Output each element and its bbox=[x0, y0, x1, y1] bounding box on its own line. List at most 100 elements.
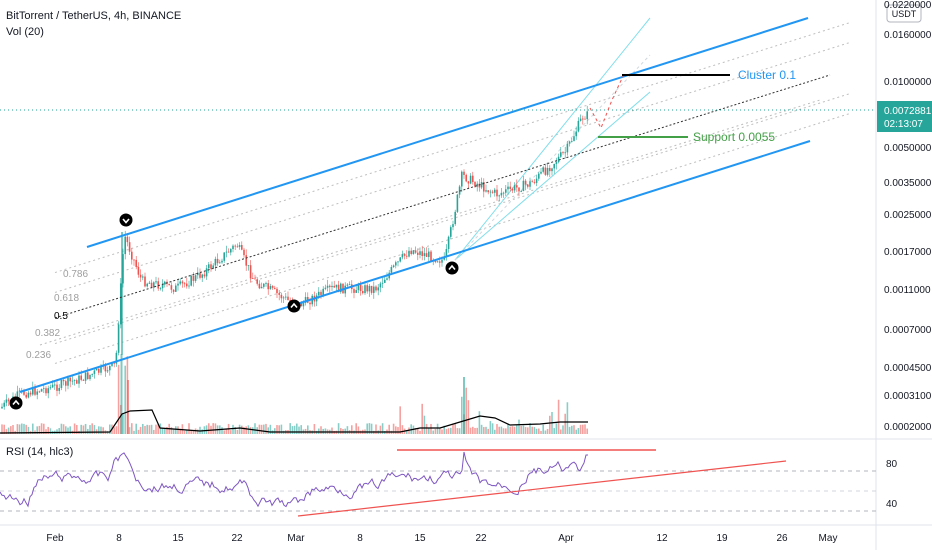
volume-bar bbox=[197, 430, 199, 434]
candle-body bbox=[501, 193, 503, 196]
candle-body bbox=[168, 284, 170, 285]
candle-body bbox=[186, 284, 188, 287]
candle-body bbox=[481, 182, 483, 187]
volume-bar bbox=[457, 428, 459, 434]
candle-body bbox=[87, 372, 89, 379]
volume-bar bbox=[569, 427, 571, 434]
marker-up-3 bbox=[446, 262, 459, 275]
channel-median-line[interactable] bbox=[55, 75, 830, 318]
candle-body bbox=[395, 262, 397, 265]
candle-body bbox=[219, 262, 221, 263]
candle-body bbox=[155, 281, 157, 282]
volume-bar bbox=[331, 428, 333, 434]
volume-bar bbox=[144, 426, 146, 434]
candle-body bbox=[487, 190, 489, 192]
rsi-trend-line[interactable] bbox=[298, 461, 786, 516]
volume-bar bbox=[226, 430, 228, 434]
candle-body bbox=[118, 324, 120, 352]
candle-body bbox=[85, 372, 87, 380]
rsi-line bbox=[0, 452, 588, 507]
candle-body bbox=[25, 395, 27, 398]
volume-bar bbox=[184, 431, 186, 434]
candle-body bbox=[371, 286, 373, 293]
candle-body bbox=[234, 246, 236, 247]
candle-body bbox=[366, 285, 368, 291]
candle-body bbox=[525, 181, 527, 185]
candle-body bbox=[485, 190, 487, 191]
fib-label-0236: 0.236 bbox=[26, 350, 51, 361]
volume-bar bbox=[215, 423, 217, 434]
candle-body bbox=[285, 297, 287, 298]
volume-bar bbox=[507, 424, 509, 434]
volume-bar bbox=[450, 428, 452, 434]
volume-bar bbox=[586, 429, 588, 434]
candle-body bbox=[413, 250, 415, 254]
candle-body bbox=[415, 250, 417, 252]
volume-bar bbox=[121, 354, 123, 434]
candle-body bbox=[281, 295, 283, 298]
candle-body bbox=[564, 152, 566, 153]
candle-body bbox=[437, 261, 439, 262]
volume-bar bbox=[470, 428, 472, 434]
candle-body bbox=[76, 380, 78, 384]
price-tick: 0.0004500 bbox=[884, 363, 932, 374]
volume-bar bbox=[149, 425, 151, 434]
candle-body bbox=[448, 237, 450, 249]
candle-body bbox=[408, 251, 410, 257]
volume-bar bbox=[498, 427, 500, 434]
candle-body bbox=[221, 261, 223, 263]
volume-bar bbox=[263, 425, 265, 434]
marker-down-1 bbox=[120, 214, 133, 227]
volume-bar bbox=[267, 427, 269, 434]
candle-body bbox=[397, 262, 399, 263]
volume-bar bbox=[419, 431, 421, 434]
volume-bar bbox=[300, 425, 302, 434]
candle-body bbox=[215, 259, 217, 266]
volume-bar bbox=[527, 427, 529, 434]
volume-bars bbox=[1, 354, 588, 434]
candle-body bbox=[195, 275, 197, 281]
volume-bar bbox=[446, 429, 448, 434]
volume-bar bbox=[67, 428, 69, 434]
candle-body bbox=[272, 286, 274, 288]
price-tick: 0.0011000 bbox=[884, 285, 931, 296]
candle-body bbox=[276, 289, 278, 293]
candle-body bbox=[523, 181, 525, 191]
price-tick: 0.0100000 bbox=[884, 77, 932, 88]
volume-bar bbox=[520, 426, 522, 434]
cluster-label: Cluster 0.1 bbox=[738, 68, 796, 82]
candle-body bbox=[129, 242, 131, 252]
marker-up-2 bbox=[288, 300, 301, 313]
candle-body bbox=[173, 290, 175, 292]
volume-bar bbox=[516, 425, 518, 434]
candle-body bbox=[94, 370, 96, 373]
candle-body bbox=[578, 121, 580, 132]
candle-body bbox=[468, 181, 470, 183]
volume-bar bbox=[556, 423, 558, 434]
candle-body bbox=[182, 281, 184, 283]
candle-body bbox=[424, 253, 426, 256]
volume-bar bbox=[254, 423, 256, 434]
candle-body bbox=[349, 284, 351, 285]
time-tick: Apr bbox=[558, 533, 574, 544]
candle-body bbox=[3, 403, 5, 407]
volume-bar bbox=[201, 429, 203, 434]
volume-bar bbox=[503, 428, 505, 434]
candle-body bbox=[527, 185, 529, 187]
volume-bar bbox=[575, 430, 577, 434]
candle-body bbox=[562, 152, 564, 153]
volume-bar bbox=[435, 429, 437, 434]
volume-bar bbox=[578, 428, 580, 434]
volume-bar bbox=[454, 423, 456, 434]
volume-bar bbox=[496, 424, 498, 434]
candle-body bbox=[210, 264, 212, 268]
candle-body bbox=[512, 189, 514, 190]
volume-bar bbox=[536, 429, 538, 434]
rsi-label: RSI (14, hlc3) bbox=[6, 446, 73, 458]
candle-body bbox=[100, 367, 102, 373]
volume-bar bbox=[584, 424, 586, 434]
volume-bar bbox=[133, 431, 135, 434]
marker-up-1 bbox=[10, 397, 23, 410]
candle-body bbox=[109, 366, 111, 370]
